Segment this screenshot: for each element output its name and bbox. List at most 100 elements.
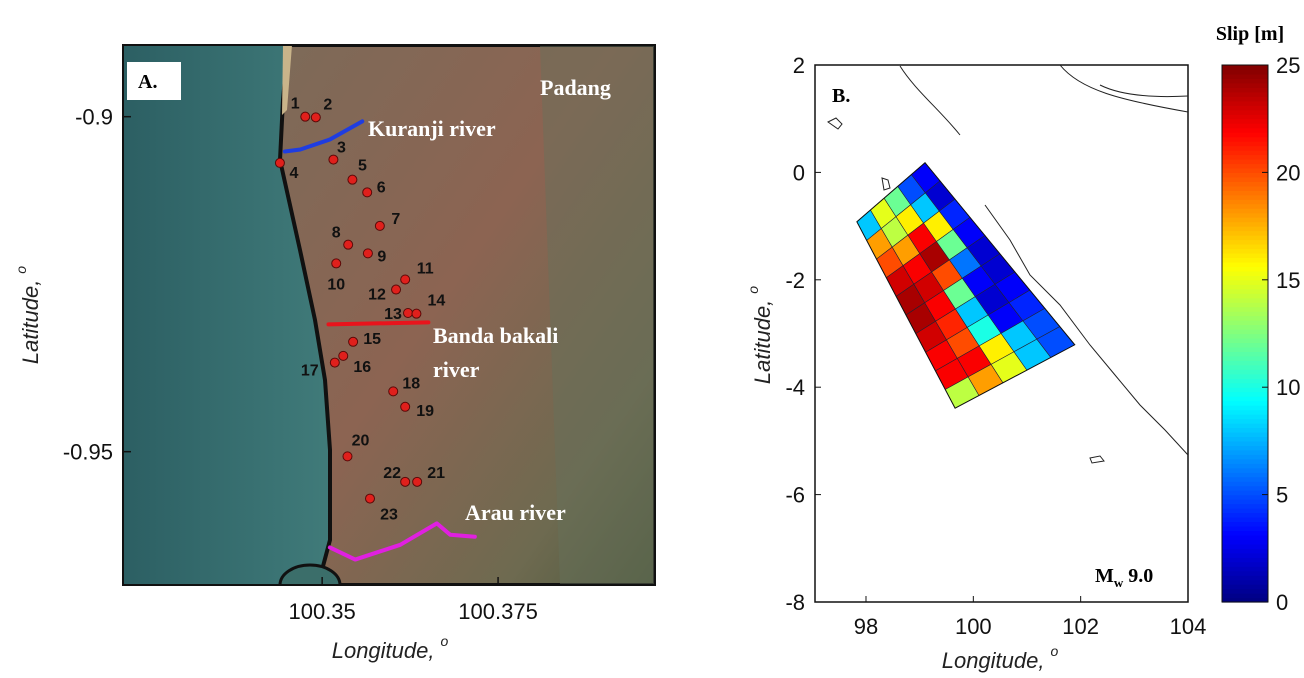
site-label: 11 bbox=[417, 260, 434, 277]
colorbar-tick-label: 25 bbox=[1276, 53, 1300, 78]
colorbar-step bbox=[1222, 248, 1268, 253]
colorbar-tick-label: 15 bbox=[1276, 268, 1300, 293]
colorbar-step bbox=[1222, 316, 1268, 321]
site-point bbox=[339, 351, 348, 360]
colorbar-step bbox=[1222, 490, 1268, 495]
colorbar-step bbox=[1222, 186, 1268, 191]
colorbar-step bbox=[1222, 423, 1268, 428]
colorbar-step bbox=[1222, 213, 1268, 218]
colorbar-step bbox=[1222, 204, 1268, 209]
river-label: Banda bakali bbox=[433, 323, 558, 348]
colorbar-step bbox=[1222, 253, 1268, 258]
colorbar-step bbox=[1222, 163, 1268, 168]
axis-label: Longitude, o bbox=[942, 643, 1059, 673]
x-tick-label: 98 bbox=[854, 614, 878, 639]
slip-panel bbox=[815, 65, 1188, 602]
river-label: Kuranji river bbox=[368, 116, 496, 141]
colorbar-step bbox=[1222, 334, 1268, 339]
y-tick-label: -8 bbox=[785, 590, 805, 615]
site-point bbox=[375, 221, 384, 230]
axis-label-text: Longitude, bbox=[332, 638, 435, 663]
colorbar-step bbox=[1222, 419, 1268, 424]
magnitude-value: 9.0 bbox=[1128, 565, 1153, 587]
colorbar-tick-label: 5 bbox=[1276, 483, 1288, 508]
colorbar-step bbox=[1222, 521, 1268, 526]
colorbar-step bbox=[1222, 338, 1268, 343]
colorbar-step bbox=[1222, 342, 1268, 347]
x-tick-label: 100 bbox=[955, 614, 992, 639]
colorbar-step bbox=[1222, 374, 1268, 379]
axis-label-text: Latitude, bbox=[750, 300, 775, 384]
colorbar-step bbox=[1222, 414, 1268, 419]
axis-label: Latitude,o bbox=[13, 266, 43, 364]
colorbar-step bbox=[1222, 105, 1268, 110]
colorbar-step bbox=[1222, 504, 1268, 509]
colorbar-step bbox=[1222, 445, 1268, 450]
colorbar-step bbox=[1222, 307, 1268, 312]
site-label: 12 bbox=[368, 287, 386, 304]
site-label: 22 bbox=[383, 465, 401, 482]
colorbar-step bbox=[1222, 235, 1268, 240]
colorbar-step bbox=[1222, 231, 1268, 236]
colorbar-step bbox=[1222, 208, 1268, 213]
colorbar-step bbox=[1222, 571, 1268, 576]
site-point bbox=[392, 285, 401, 294]
colorbar-step bbox=[1222, 463, 1268, 468]
colorbar-step bbox=[1222, 432, 1268, 437]
river-line bbox=[328, 322, 428, 324]
colorbar-step bbox=[1222, 83, 1268, 88]
colorbar-step bbox=[1222, 459, 1268, 464]
axis-label-sup: o bbox=[13, 266, 29, 274]
colorbar-step bbox=[1222, 499, 1268, 504]
colorbar-step bbox=[1222, 544, 1268, 549]
colorbar-tick-label: 10 bbox=[1276, 375, 1300, 400]
site-point bbox=[344, 240, 353, 249]
colorbar-step bbox=[1222, 539, 1268, 544]
axis-label-sup: o bbox=[1050, 643, 1058, 659]
colorbar-step bbox=[1222, 575, 1268, 580]
colorbar-step bbox=[1222, 92, 1268, 97]
x-tick-label: 100.375 bbox=[458, 599, 538, 624]
colorbar-step bbox=[1222, 320, 1268, 325]
river-label: Arau river bbox=[465, 500, 566, 525]
colorbar-step bbox=[1222, 530, 1268, 535]
colorbar-step bbox=[1222, 325, 1268, 330]
site-point bbox=[401, 477, 410, 486]
site-label: 10 bbox=[327, 276, 345, 293]
colorbar-step bbox=[1222, 329, 1268, 334]
site-label: 13 bbox=[384, 306, 402, 323]
magnitude-base: M bbox=[1095, 565, 1114, 587]
colorbar-step bbox=[1222, 486, 1268, 491]
colorbar-step bbox=[1222, 123, 1268, 128]
colorbar-step bbox=[1222, 244, 1268, 249]
axis-label: Longitude,o bbox=[332, 633, 449, 663]
site-label: 3 bbox=[337, 140, 346, 157]
colorbar-step bbox=[1222, 378, 1268, 383]
site-point bbox=[366, 494, 375, 503]
site-point bbox=[401, 275, 410, 284]
colorbar-step bbox=[1222, 275, 1268, 280]
colorbar-step bbox=[1222, 181, 1268, 186]
colorbar-step bbox=[1222, 548, 1268, 553]
x-tick-label: 100.35 bbox=[288, 599, 355, 624]
colorbar-step bbox=[1222, 195, 1268, 200]
colorbar-step bbox=[1222, 580, 1268, 585]
colorbar-step bbox=[1222, 396, 1268, 401]
site-point bbox=[401, 402, 410, 411]
colorbar-step bbox=[1222, 356, 1268, 361]
y-tick-label: -0.9 bbox=[75, 105, 113, 130]
axis-label-text: Longitude, bbox=[942, 648, 1045, 673]
site-point bbox=[412, 309, 421, 318]
colorbar-step bbox=[1222, 557, 1268, 562]
y-tick-label: 2 bbox=[793, 53, 805, 78]
colorbar-step bbox=[1222, 87, 1268, 92]
colorbar-step bbox=[1222, 302, 1268, 307]
colorbar-step bbox=[1222, 562, 1268, 567]
site-point bbox=[389, 387, 398, 396]
colorbar-step bbox=[1222, 110, 1268, 115]
colorbar-step bbox=[1222, 365, 1268, 370]
colorbar-step bbox=[1222, 351, 1268, 356]
y-tick-label: -2 bbox=[785, 268, 805, 293]
colorbar-step bbox=[1222, 114, 1268, 119]
colorbar-step bbox=[1222, 119, 1268, 124]
